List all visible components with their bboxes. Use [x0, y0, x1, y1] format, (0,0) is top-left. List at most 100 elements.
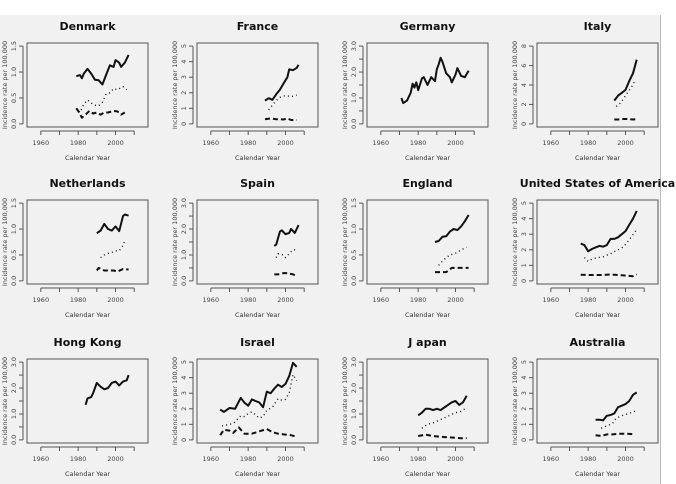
y-tick-label: 3 — [520, 232, 528, 236]
x-axis-label: Calendar Year — [235, 311, 280, 319]
plot-box — [26, 199, 149, 285]
y-axis-label: Incidence rate per 100,000 — [341, 198, 349, 286]
y-tick-label: 5 — [180, 360, 188, 364]
y-tick-label: 1.0 — [350, 93, 358, 103]
x-tick-label: 2000 — [617, 296, 634, 304]
x-tick-label: 2000 — [277, 139, 294, 147]
panel-england: England 1960 1980 2000 Calendar Year 0.0 0.5 1.… — [341, 177, 489, 319]
y-tick-label: 5 — [520, 201, 528, 205]
x-tick-label: 1960 — [543, 139, 560, 147]
series-line-dotted — [75, 85, 128, 114]
x-tick-label: 1980 — [580, 139, 597, 147]
plot-box — [196, 199, 319, 285]
y-axis-label: Incidence rate per 100,000 — [1, 41, 9, 129]
y-tick-label: 1.5 — [10, 198, 18, 208]
x-axis-label: Calendar Year — [65, 154, 110, 162]
plot-box — [26, 42, 149, 128]
y-tick-label: 4 — [180, 60, 188, 64]
x-tick-label: 2000 — [277, 296, 294, 304]
series-line-dashed — [264, 117, 297, 121]
series-line-dotted — [421, 406, 468, 429]
y-tick-label: 0.0 — [350, 119, 358, 129]
series-line-solid — [434, 214, 470, 243]
y-tick-label: 3 — [520, 391, 528, 395]
series-line-dashed — [614, 118, 637, 121]
panel-title: England — [402, 177, 452, 190]
y-tick-label: 1 — [180, 106, 188, 110]
series-line-solid — [96, 213, 129, 235]
x-tick-label: 1980 — [70, 296, 87, 304]
x-axis-label: Calendar Year — [65, 311, 110, 319]
y-tick-label: 6 — [520, 63, 528, 67]
x-axis-label: Calendar Year — [235, 470, 280, 478]
y-axis-label: Incidence rate per 100,000 — [511, 198, 519, 286]
y-tick-label: 0 — [180, 122, 188, 126]
x-tick-label: 1980 — [410, 139, 427, 147]
y-axis-label: Incidence rate per 100,000 — [1, 198, 9, 286]
x-axis-label: Calendar Year — [65, 470, 110, 478]
y-tick-label: 0 — [520, 122, 528, 126]
x-tick-label: 1960 — [33, 296, 50, 304]
y-tick-label: 1 — [520, 263, 528, 267]
y-tick-label: 1 — [520, 422, 528, 426]
x-tick-label: 1960 — [373, 455, 390, 463]
x-tick-label: 1960 — [33, 139, 50, 147]
x-tick-label: 1960 — [203, 455, 220, 463]
x-tick-label: 2000 — [107, 296, 124, 304]
y-tick-label: 4 — [520, 217, 528, 221]
y-tick-label: 3.0 — [350, 357, 358, 367]
y-tick-label: 8 — [520, 44, 528, 48]
y-tick-label: 3.0 — [10, 357, 18, 367]
panel-israel: Israel 1960 1980 2000 Calendar Year 0 1 2 3 4 5Inc… — [171, 336, 319, 478]
y-axis-label: Incidence rate per 100,000 — [511, 357, 519, 445]
series-line-dotted — [615, 80, 636, 107]
y-axis-label: Incidence rate per 100,000 — [341, 41, 349, 129]
y-tick-label: 4 — [520, 83, 528, 87]
y-axis-label: Incidence rate per 100,000 — [1, 357, 9, 445]
plot-box — [196, 358, 319, 444]
x-axis-label: Calendar Year — [405, 154, 450, 162]
x-tick-label: 1960 — [203, 139, 220, 147]
panel-germany: Germany 1960 1980 2000 Calendar Year 0.0 1.0 2.… — [341, 20, 489, 162]
panel-title: United States of America — [520, 177, 675, 190]
panel-title: Netherlands — [49, 177, 126, 190]
series-line-solid — [417, 395, 468, 417]
x-tick-label: 1960 — [543, 296, 560, 304]
x-tick-label: 2000 — [107, 455, 124, 463]
series-line-dashed — [418, 433, 467, 440]
x-axis-label: Calendar Year — [235, 154, 280, 162]
plot-box — [536, 199, 659, 285]
plot-box — [26, 358, 149, 444]
series-line-dashed — [219, 426, 297, 438]
y-tick-label: 0.0 — [350, 276, 358, 286]
panel-hong-kong: Hong Kong 1960 1980 2000 Calendar Year 0.0 1.0… — [1, 336, 149, 478]
y-tick-label: 0.0 — [10, 435, 18, 445]
series-line-dotted — [275, 249, 297, 259]
y-axis-label: Incidence rate per 100,000 — [341, 357, 349, 445]
y-tick-label: 3 — [180, 391, 188, 395]
x-tick-label: 1980 — [240, 296, 257, 304]
x-tick-label: 2000 — [447, 139, 464, 147]
x-tick-label: 2000 — [107, 139, 124, 147]
panel-italy: Italy 1960 1980 2000 Calendar Year 0 2 4 6 8Incid… — [511, 20, 659, 162]
panel-title: Denmark — [59, 20, 116, 33]
series-line-dotted — [583, 229, 638, 263]
x-axis-label: Calendar Year — [575, 470, 620, 478]
y-tick-label: 4 — [520, 376, 528, 380]
panel-title: Germany — [400, 20, 456, 33]
y-tick-label: 0.0 — [10, 276, 18, 286]
y-tick-label: 1.0 — [350, 224, 358, 234]
series-line-dashed — [580, 273, 638, 278]
y-tick-label: 0.0 — [10, 119, 18, 129]
panel-australia: Australia 1960 1980 2000 Calendar Year 0 1 2 3 4 5… — [511, 336, 659, 478]
x-tick-label: 2000 — [277, 455, 294, 463]
plot-box — [196, 42, 319, 128]
plot-box — [536, 358, 659, 444]
panel-spain: Spain 1960 1980 2000 Calendar Year 0.0 1.0 2.0 3… — [171, 177, 319, 319]
x-tick-label: 1980 — [580, 296, 597, 304]
y-tick-label: 2 — [520, 102, 528, 106]
y-axis-label: Incidence rate per 100,000 — [171, 357, 179, 445]
y-tick-label: 0.0 — [180, 276, 188, 286]
